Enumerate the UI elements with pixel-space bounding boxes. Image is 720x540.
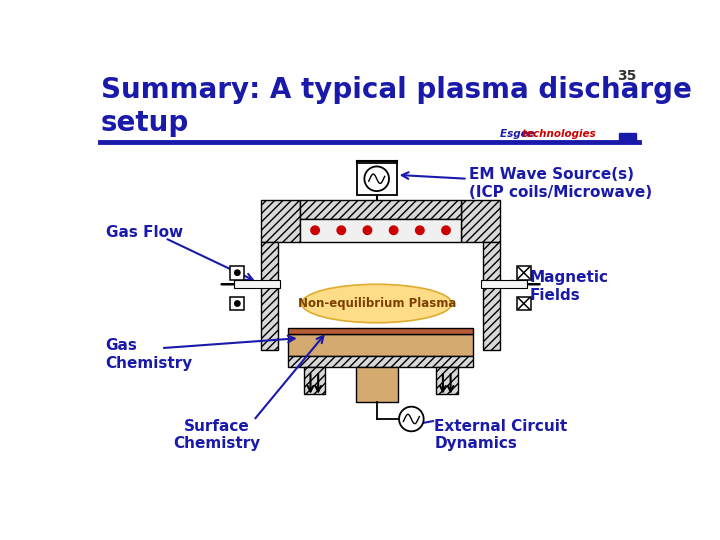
Ellipse shape xyxy=(302,284,451,323)
Text: Summary: A typical plasma discharge: Summary: A typical plasma discharge xyxy=(101,76,692,104)
Bar xyxy=(517,296,531,310)
Text: setup: setup xyxy=(101,110,189,138)
Text: Gas
Chemistry: Gas Chemistry xyxy=(106,338,193,370)
Text: Esgee: Esgee xyxy=(500,130,538,139)
Bar xyxy=(356,163,397,195)
Bar xyxy=(230,296,244,310)
Circle shape xyxy=(415,226,424,234)
Text: Gas Flow: Gas Flow xyxy=(106,225,183,240)
Circle shape xyxy=(442,226,450,234)
Circle shape xyxy=(235,270,240,275)
Text: technologies: technologies xyxy=(521,130,596,139)
Bar xyxy=(300,219,462,242)
Circle shape xyxy=(364,166,389,191)
Text: 35: 35 xyxy=(618,69,637,83)
Bar xyxy=(304,367,325,394)
Text: EM Wave Source(s)
(ICP coils/Microwave): EM Wave Source(s) (ICP coils/Microwave) xyxy=(469,167,652,200)
Bar xyxy=(288,334,473,356)
Bar xyxy=(517,266,531,280)
Circle shape xyxy=(399,407,423,431)
Circle shape xyxy=(311,226,320,234)
Circle shape xyxy=(235,301,240,306)
Bar xyxy=(356,367,398,402)
Bar xyxy=(261,200,300,242)
Text: External Circuit
Dynamics: External Circuit Dynamics xyxy=(434,419,567,451)
Bar xyxy=(483,242,500,350)
Text: Surface
Chemistry: Surface Chemistry xyxy=(173,419,260,451)
Bar xyxy=(261,242,278,350)
Bar xyxy=(288,356,473,367)
Bar xyxy=(234,280,279,288)
Circle shape xyxy=(390,226,398,234)
Bar xyxy=(462,200,500,242)
Circle shape xyxy=(363,226,372,234)
Bar xyxy=(619,132,636,142)
Text: Non-equilibrium Plasma: Non-equilibrium Plasma xyxy=(297,297,456,310)
Text: Magnetic
Fields: Magnetic Fields xyxy=(529,271,608,303)
Bar xyxy=(436,367,457,394)
Bar xyxy=(230,266,244,280)
Bar xyxy=(288,328,473,334)
Circle shape xyxy=(337,226,346,234)
Bar xyxy=(482,280,527,288)
Bar xyxy=(300,200,462,219)
